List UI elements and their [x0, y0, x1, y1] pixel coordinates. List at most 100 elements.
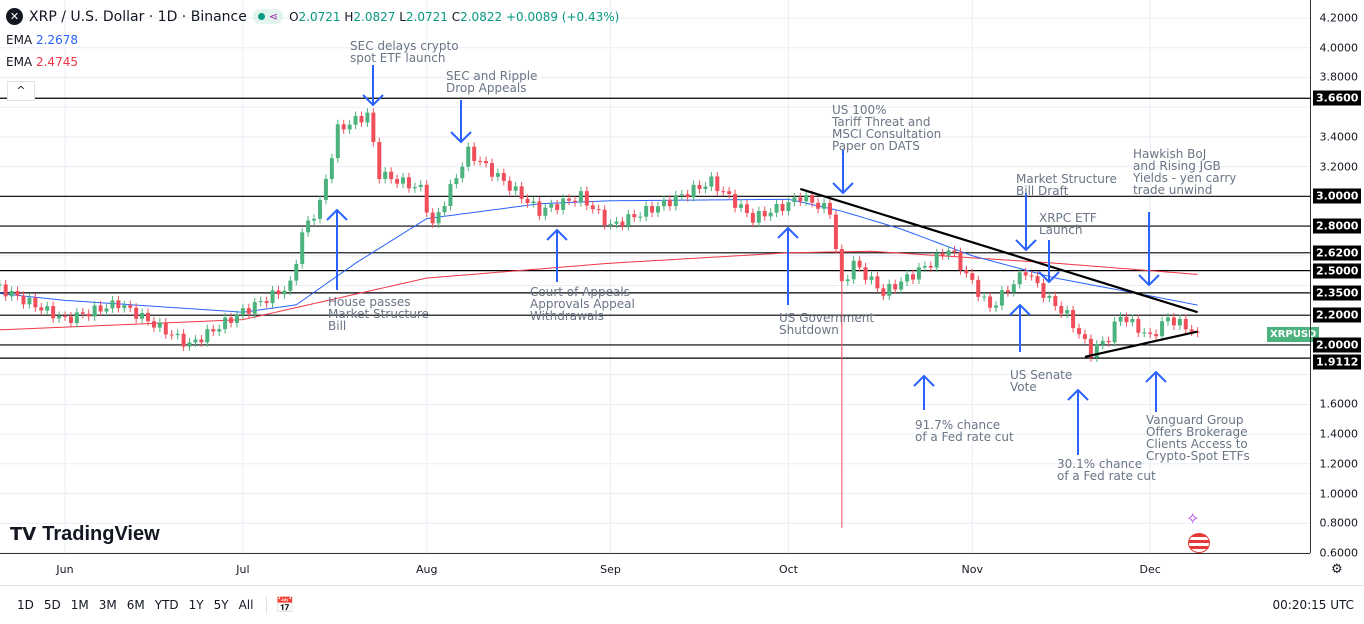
candle — [329, 158, 334, 179]
candle — [928, 265, 933, 268]
time-tick-label: Aug — [415, 563, 438, 576]
candle — [33, 297, 38, 308]
candle — [205, 329, 210, 343]
candle — [57, 315, 62, 319]
trendline — [799, 187, 1198, 314]
go-to-date-icon[interactable]: 📅 — [275, 596, 295, 614]
candle — [45, 306, 50, 311]
annotation-label[interactable]: Vanguard Group Offers Brokerage Clients … — [1146, 413, 1250, 463]
candle — [3, 284, 8, 297]
annotation-label[interactable]: SEC delays crypto spot ETF launch — [350, 39, 459, 65]
candle — [128, 305, 133, 308]
candle — [531, 201, 536, 204]
annotation-label[interactable]: House passes Market Structure Bill — [328, 295, 429, 333]
time-tick-label: Nov — [961, 563, 984, 576]
candle — [240, 308, 245, 315]
range-button-3m[interactable]: 3M — [98, 598, 117, 612]
annotation-arrowhead — [326, 208, 348, 221]
candle — [442, 205, 447, 213]
candle — [762, 211, 767, 217]
annotation-arrowhead — [1015, 239, 1037, 252]
assistant-sparkle-icon[interactable]: ✧ — [1186, 509, 1200, 528]
candle — [460, 166, 465, 179]
annotation-label[interactable]: XRPC ETF Launch — [1039, 211, 1097, 237]
candle — [786, 202, 791, 212]
candle — [614, 221, 619, 224]
candle — [715, 176, 720, 192]
tradingview-logo[interactable]: 𝗧𝗩 TradingView — [10, 523, 160, 546]
candle — [436, 212, 441, 224]
annotation-label[interactable]: US Senate Vote — [1010, 368, 1073, 394]
candle — [1171, 317, 1176, 326]
candle — [703, 186, 708, 189]
annotation-label[interactable]: Market Structure Bill Draft — [1016, 172, 1117, 198]
price-tick-label: 1.6000 — [1319, 397, 1359, 411]
market-status-badge[interactable]: ⋖ — [252, 9, 284, 24]
ema-fast-legend[interactable]: EMA 2.2678 — [6, 33, 619, 47]
symbol-title[interactable]: XRP / U.S. Dollar · 1D · Binance — [29, 8, 247, 25]
candle — [389, 171, 394, 180]
ema-slow-line — [0, 250, 1198, 331]
range-button-6m[interactable]: 6M — [126, 598, 145, 612]
us-flag-icon[interactable] — [1188, 533, 1210, 553]
clock[interactable]: 00:20:15 UTC — [1272, 598, 1355, 612]
candle — [572, 200, 577, 203]
level-price-label: 3.0000 — [1313, 188, 1362, 204]
annotation-label[interactable]: US 100% Tariff Threat and MSCI Consultat… — [832, 103, 942, 153]
annotation-label[interactable]: US Government Shutdown — [779, 311, 875, 337]
range-button-all[interactable]: All — [238, 598, 254, 612]
candle — [1124, 316, 1129, 323]
time-axis[interactable]: Jun Jul Aug Sep Oct Nov Dec — [0, 553, 1310, 585]
chart-plot-area[interactable] — [0, 0, 1310, 553]
candle — [252, 302, 257, 314]
candle — [1183, 318, 1188, 330]
ema-slow-legend[interactable]: EMA 2.4745 — [6, 55, 619, 69]
candle — [306, 220, 311, 233]
range-button-1m[interactable]: 1M — [70, 598, 89, 612]
range-button-1d[interactable]: 1D — [17, 598, 34, 612]
share-icon: ⋖ — [268, 10, 279, 23]
price-chart[interactable] — [0, 0, 1310, 553]
range-button-5d[interactable]: 5D — [43, 598, 61, 612]
annotation-label[interactable]: Court of Appeals Approvals Appeal Withdr… — [530, 285, 635, 323]
close-label: C — [451, 9, 461, 24]
candle — [489, 163, 494, 177]
candle — [626, 214, 631, 227]
range-button-5y[interactable]: 5Y — [213, 598, 229, 612]
collapse-legend-button[interactable]: ^ — [7, 81, 35, 101]
candle — [1154, 333, 1159, 337]
range-button-ytd[interactable]: YTD — [154, 598, 179, 612]
level-price-label: 3.6600 — [1313, 90, 1362, 106]
price-axis[interactable]: 4.2000 4.0000 3.8000 3.4000 3.2000 1.6000 1.40… — [1310, 0, 1364, 559]
candle — [964, 270, 969, 274]
candle — [952, 250, 957, 253]
candle — [644, 206, 649, 217]
symbol-price-tag: XRPUSD — [1267, 327, 1320, 342]
candle — [1142, 332, 1147, 334]
annotation-label[interactable]: 91.7% chance of a Fed rate cut — [915, 418, 1014, 444]
candle — [584, 191, 589, 206]
candle — [875, 276, 880, 289]
candle — [519, 186, 524, 199]
candle — [1177, 318, 1182, 326]
candle — [549, 204, 554, 208]
candle — [1053, 295, 1058, 307]
annotation-label[interactable]: 30.1% chance of a Fed rate cut — [1057, 457, 1156, 483]
candle — [893, 284, 898, 290]
candle — [371, 112, 376, 143]
annotation-arrowhead — [913, 374, 935, 387]
candle — [750, 212, 755, 223]
annotation-label[interactable]: SEC and Ripple Drop Appeals — [446, 69, 538, 95]
settings-gear-icon[interactable]: ⚙ — [1331, 562, 1343, 577]
candle — [697, 184, 702, 189]
ema-value: 2.4745 — [35, 55, 78, 69]
candle — [0, 284, 2, 286]
range-button-1y[interactable]: 1Y — [188, 598, 204, 612]
candle — [982, 296, 987, 298]
candle — [63, 315, 67, 317]
candle — [1059, 306, 1064, 314]
candle — [650, 206, 655, 213]
candle — [525, 198, 530, 204]
annotation-label[interactable]: Hawkish BoJ and Rising JGB Yields - yen … — [1133, 147, 1237, 197]
candle — [424, 184, 429, 213]
